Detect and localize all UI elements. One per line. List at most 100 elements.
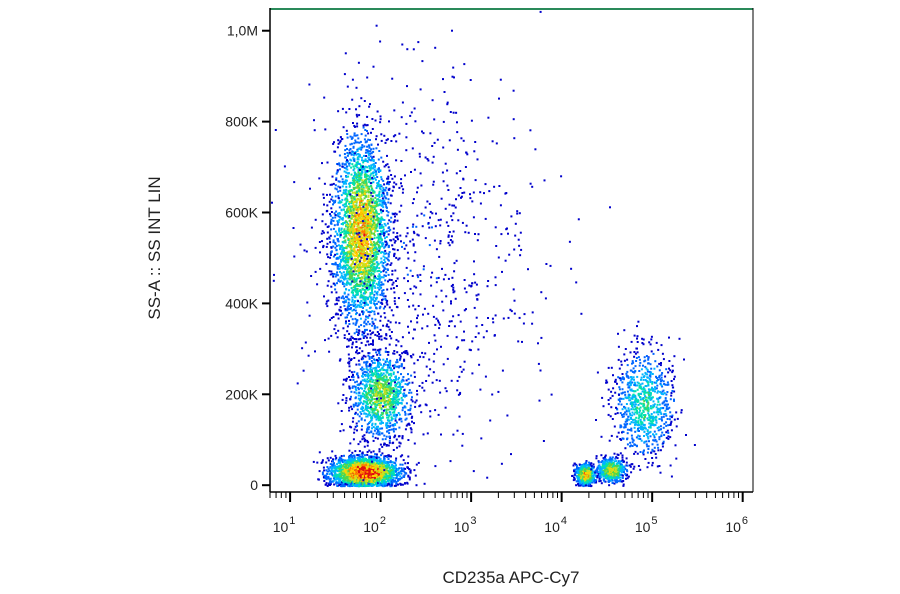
event-dot	[352, 165, 355, 168]
event-dot	[370, 273, 373, 276]
event-dot	[355, 346, 358, 349]
event-dot	[376, 176, 379, 178]
event-dot	[363, 154, 365, 157]
event-dot	[353, 484, 356, 487]
event-dot	[321, 459, 324, 462]
event-dot	[402, 475, 405, 478]
event-dot	[372, 159, 375, 162]
event-dot	[374, 480, 377, 483]
event-dot	[346, 253, 349, 256]
event-dot	[379, 293, 382, 296]
event-dot	[353, 228, 356, 231]
event-dot	[353, 134, 356, 137]
event-dot	[363, 206, 366, 209]
event-dot	[351, 296, 354, 299]
event-dot	[366, 199, 369, 202]
event-dot	[352, 177, 355, 180]
event-dot	[341, 107, 344, 110]
event-dot	[377, 235, 380, 238]
event-dot	[350, 166, 353, 169]
event-dot	[343, 485, 346, 488]
event-dot	[362, 251, 365, 254]
event-dot	[334, 324, 337, 327]
event-dot	[375, 282, 378, 285]
event-dot	[332, 241, 335, 244]
event-dot	[367, 399, 370, 402]
event-dot	[355, 108, 357, 111]
event-dot	[340, 274, 343, 277]
event-dot	[340, 309, 342, 312]
event-dot	[344, 482, 347, 485]
event-dot	[374, 299, 377, 302]
event-dot	[335, 481, 338, 484]
event-dot	[365, 186, 368, 189]
event-dot	[333, 263, 336, 266]
event-dot	[364, 229, 366, 232]
event-dot	[381, 251, 383, 254]
event-dot	[395, 464, 397, 467]
event-dot	[367, 144, 370, 147]
event-dot	[317, 478, 320, 481]
event-dot	[353, 254, 356, 257]
event-dot	[360, 201, 363, 204]
event-dot	[363, 396, 366, 399]
event-dot	[345, 167, 348, 170]
event-dot	[392, 469, 395, 472]
event-dot	[359, 252, 362, 255]
event-dot	[361, 159, 363, 162]
event-dot	[351, 290, 354, 292]
event-dot	[362, 271, 365, 274]
event-dot	[392, 471, 395, 474]
event-dot	[333, 235, 336, 238]
event-dot	[407, 474, 410, 477]
event-dot	[366, 265, 369, 268]
event-dot	[380, 454, 383, 457]
event-dot	[404, 467, 407, 470]
event-dot	[356, 283, 359, 286]
event-dot	[358, 482, 361, 484]
event-dot	[370, 167, 373, 170]
event-dot	[337, 482, 340, 485]
event-dot	[339, 252, 342, 255]
event-dot	[358, 471, 360, 473]
event-dot	[374, 453, 377, 456]
event-dot	[344, 220, 347, 223]
event-dot	[369, 282, 371, 285]
event-dot	[367, 483, 370, 486]
event-dot	[370, 164, 373, 167]
event-dot	[402, 470, 405, 473]
event-dot	[346, 463, 349, 466]
event-dot	[356, 181, 359, 183]
event-dot	[357, 208, 360, 211]
event-dot	[333, 328, 336, 331]
event-dot	[369, 226, 372, 229]
event-dot	[365, 283, 367, 286]
event-dot	[330, 291, 333, 294]
event-dot	[371, 214, 374, 217]
event-dot	[383, 456, 386, 459]
event-dot	[338, 267, 341, 270]
event-dot	[351, 318, 354, 321]
event-dot	[358, 460, 361, 463]
event-dot	[374, 196, 377, 199]
event-dot	[351, 205, 353, 208]
event-dot	[390, 472, 393, 474]
event-dot	[321, 473, 324, 476]
event-dot	[341, 178, 344, 181]
event-dot	[360, 296, 363, 299]
event-dot	[381, 289, 384, 292]
event-dot	[351, 182, 354, 184]
event-dot	[352, 474, 355, 476]
event-dot	[395, 285, 398, 287]
event-dot	[342, 246, 345, 249]
event-dot	[366, 223, 369, 226]
event-dot	[347, 205, 350, 208]
event-dot	[336, 214, 339, 217]
event-dot	[338, 473, 341, 476]
event-dot	[368, 480, 371, 483]
event-dot	[344, 252, 347, 254]
event-dot	[364, 236, 367, 239]
event-dot	[358, 352, 361, 354]
event-dot	[345, 320, 347, 323]
event-dot	[326, 193, 328, 196]
